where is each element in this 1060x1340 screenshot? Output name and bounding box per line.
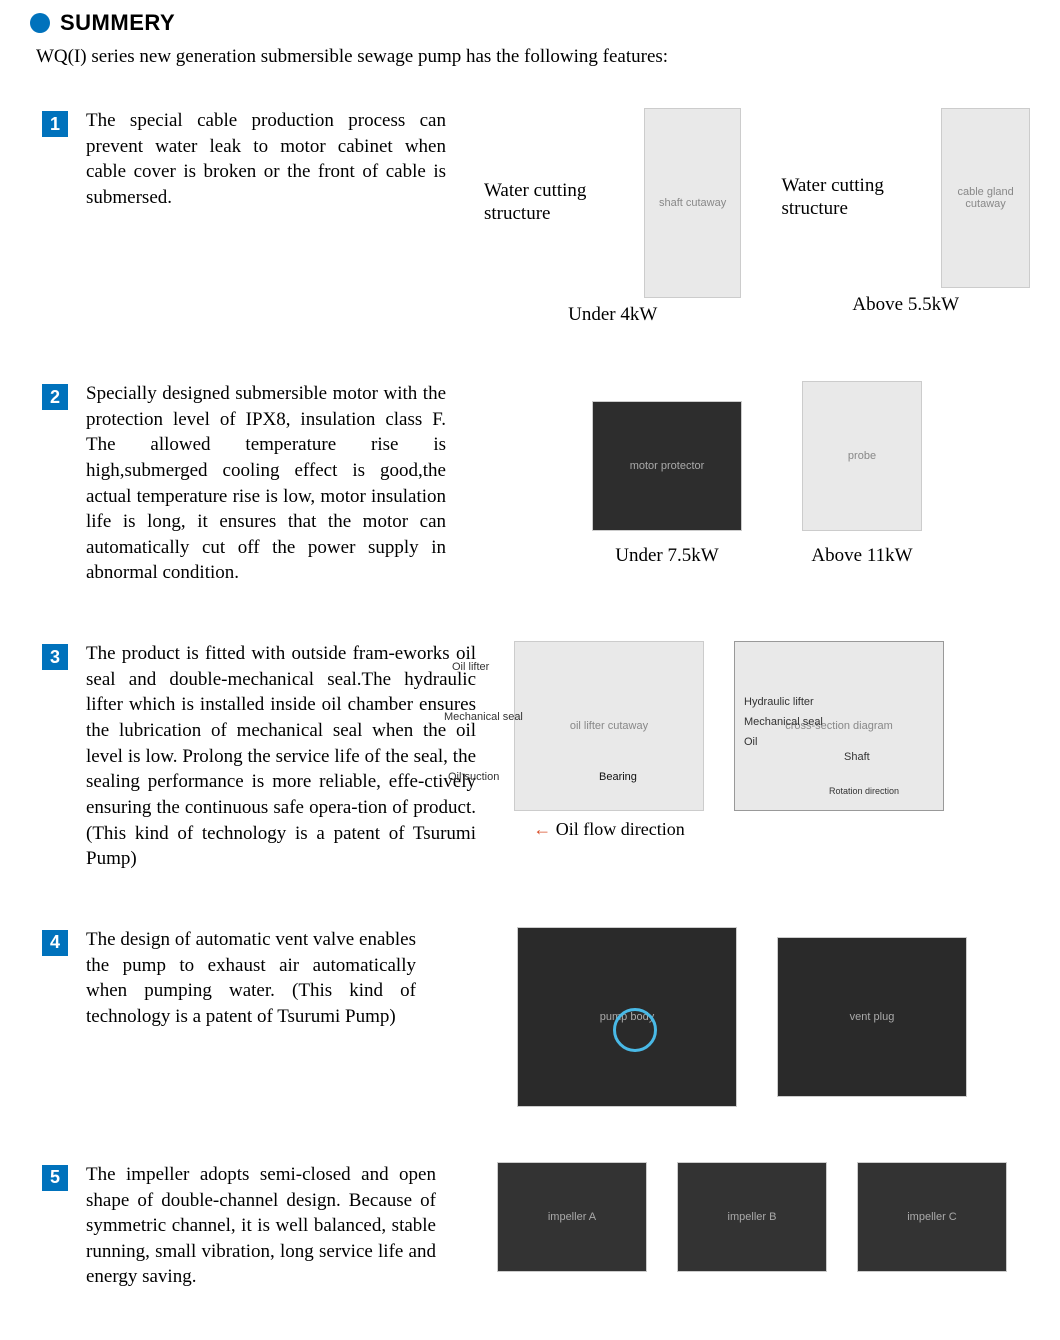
feature-figures: impeller A impeller B impeller C [474,1162,1030,1272]
impeller-image-1: impeller A [497,1162,647,1272]
diagram-label: Oil lifter [452,661,489,673]
figure-caption: Above 11kW [811,545,912,567]
diagram-label: Oil suction [448,771,499,783]
impeller-image-3: impeller C [857,1162,1007,1272]
diagram-label: Oil [744,736,757,748]
page-header: SUMMERY [30,10,1030,36]
arrow-icon: ← [533,819,551,839]
diagram-label: Rotation direction [829,786,899,796]
figure-caption: Above 5.5kW [852,294,959,316]
feature-4: 4 The design of automatic vent valve ena… [30,927,1030,1107]
feature-number-badge: 1 [42,111,68,137]
figure-label: Water cutting structure [484,180,638,226]
diagram-label: Mechanical seal [444,711,509,723]
figure-caption: Under 7.5kW [615,545,718,567]
feature-text: The special cable production process can… [86,108,446,211]
vent-valve-pump-image: pump body [517,927,737,1107]
feature-figures: oil lifter cutaway Oil lifter Mechanical… [514,641,1030,840]
feature-3: 3 The product is fitted with outside fra… [30,641,1030,872]
intro-text: WQ(I) series new generation submersible … [36,46,1030,68]
bullet-icon [30,13,50,33]
figure-caption: Under 4kW [568,304,657,326]
water-cutting-diagram-right: cable gland cutaway [941,108,1030,288]
feature-number-badge: 3 [42,644,68,670]
feature-1: 1 The special cable production process c… [30,108,1030,326]
water-cutting-diagram-left: shaft cutaway [644,108,742,298]
diagram-label: Mechanical seal [744,716,823,728]
vent-valve-plug-image: vent plug [777,937,967,1097]
motor-protector-image: motor protector [592,401,742,531]
feature-text: The impeller adopts semi-closed and open… [86,1162,436,1290]
feature-figures: motor protector Under 7.5kW probe Above … [484,381,1030,567]
feature-text: The design of automatic vent valve enabl… [86,927,416,1030]
figure-label-text: Water cutting structure [484,180,586,224]
diagram-label: Shaft [844,751,870,763]
feature-figures: pump body vent plug [454,927,1030,1107]
feature-figures: Water cutting structure shaft cutaway Un… [484,108,1030,326]
feature-number-badge: 2 [42,384,68,410]
feature-5: 5 The impeller adopts semi-closed and op… [30,1162,1030,1290]
feature-text: Specially designed submersible motor wit… [86,381,446,586]
highlight-circle-icon [613,1008,657,1052]
oil-lifter-cutaway-photo: oil lifter cutaway [514,641,704,811]
feature-text: The product is fitted with outside fram-… [86,641,476,872]
page-title: SUMMERY [60,10,175,36]
feature-2: 2 Specially designed submersible motor w… [30,381,1030,586]
figure-label: Water cutting structure [781,175,935,221]
diagram-label: Hydraulic lifter [744,696,814,708]
oil-flow-text: Oil flow direction [556,819,685,839]
feature-number-badge: 5 [42,1165,68,1191]
thermal-probe-image: probe [802,381,922,531]
diagram-label: Bearing [599,771,637,783]
feature-number-badge: 4 [42,930,68,956]
impeller-image-2: impeller B [677,1162,827,1272]
figure-label-text: Water cutting structure [781,175,883,219]
oil-flow-caption: ← Oil flow direction [533,819,684,840]
